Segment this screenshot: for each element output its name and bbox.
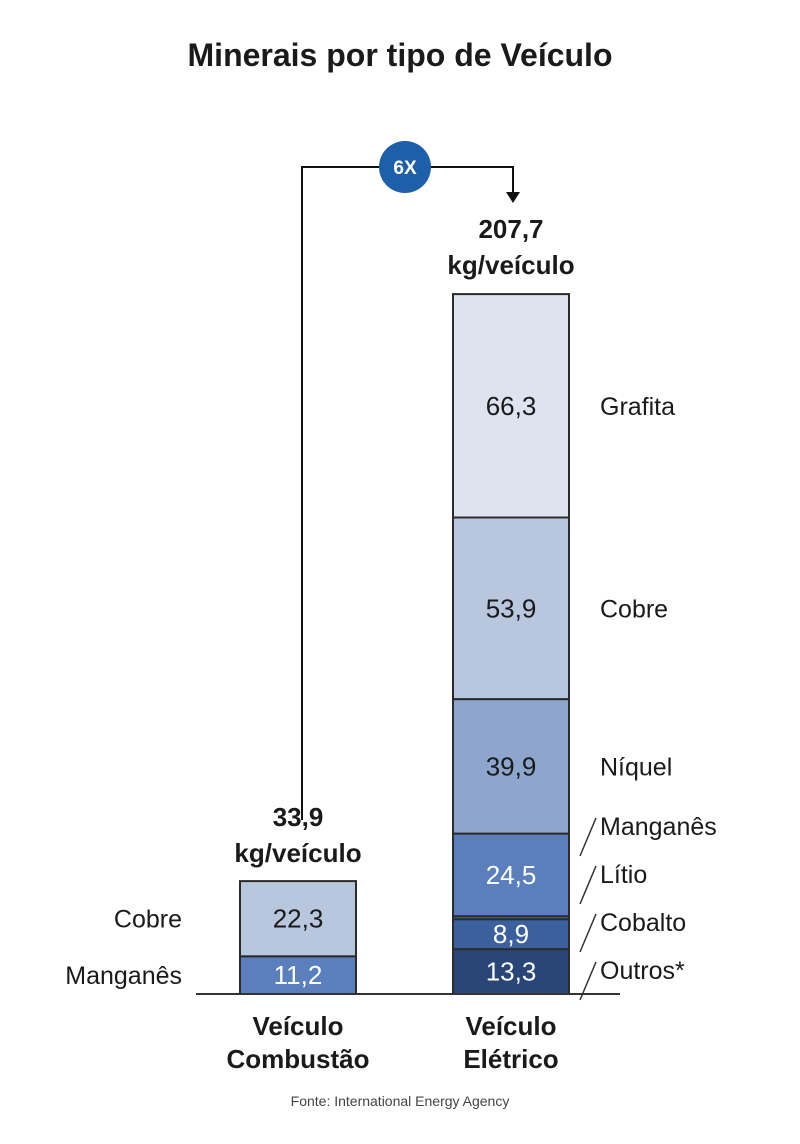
total-value-electric: 207,7	[478, 214, 543, 244]
connector-arrowhead	[506, 192, 520, 203]
bar-segment-electric-cobalto	[452, 918, 570, 951]
data-label-combustion-cobre: 22,3	[273, 904, 324, 934]
leader-line-litio	[579, 865, 597, 905]
side-label-electric-grafita: Grafita	[600, 393, 675, 421]
data-label-electric-manganes: 24,5	[486, 860, 537, 890]
data-label-electric-niquel: 39,9	[486, 751, 537, 781]
category-label-electric-line2: Elétrico	[463, 1044, 558, 1074]
side-label-combustion-manganes: Manganês	[65, 962, 182, 990]
side-label-combustion-cobre: Cobre	[114, 906, 182, 934]
multiplier-label: 6X	[393, 158, 417, 179]
bar-segment-electric-niquel	[452, 698, 570, 835]
data-label-electric-cobre: 53,9	[486, 593, 537, 623]
category-label-combustion-line2: Combustão	[227, 1044, 370, 1074]
data-label-combustion-manganes: 11,2	[274, 960, 323, 990]
total-value-combustion: 33,9	[273, 802, 324, 832]
bar-segment-electric-grafita	[452, 293, 570, 519]
side-label-electric-cobalto: Cobalto	[600, 909, 686, 937]
side-label-electric-niquel: Níquel	[600, 753, 672, 781]
bar-segment-combustion-manganes	[239, 955, 357, 995]
data-label-electric-grafita: 66,3	[486, 391, 537, 421]
category-label-combustion-line1: Veículo	[252, 1011, 343, 1041]
leader-line-manganes	[579, 817, 597, 857]
total-unit-combustion: kg/veículo	[234, 838, 361, 868]
side-label-electric-manganes: Manganês	[600, 813, 717, 841]
bar-segment-electric-outros	[452, 948, 570, 996]
side-label-electric-cobre: Cobre	[600, 595, 668, 623]
data-label-electric-cobalto: 8,9	[493, 919, 529, 949]
bar-segment-electric-manganes	[452, 832, 570, 918]
side-labels: Manganês Cobre Outros* Cobalto Lítio Manganês…	[65, 393, 717, 1001]
category-label-electric-line1: Veículo	[465, 1011, 556, 1041]
chart-title: Minerais por tipo de Veículo	[188, 37, 613, 73]
total-unit-electric: kg/veículo	[447, 250, 574, 280]
source-note: Fonte: International Energy Agency	[291, 1093, 510, 1109]
bar-segment-combustion-cobre	[239, 880, 357, 958]
side-label-electric-litio: Lítio	[600, 861, 647, 889]
bar-stacks: 11,2 22,3 13,3 8,9 24,5 39,9 53,9 66,3	[239, 293, 570, 996]
multiplier-badge	[379, 141, 431, 193]
data-label-electric-outros: 13,3	[486, 957, 537, 987]
side-label-electric-outros: Outros*	[600, 957, 685, 985]
leader-line-cobalto	[579, 913, 597, 953]
bar-segment-electric-cobre	[452, 516, 570, 701]
